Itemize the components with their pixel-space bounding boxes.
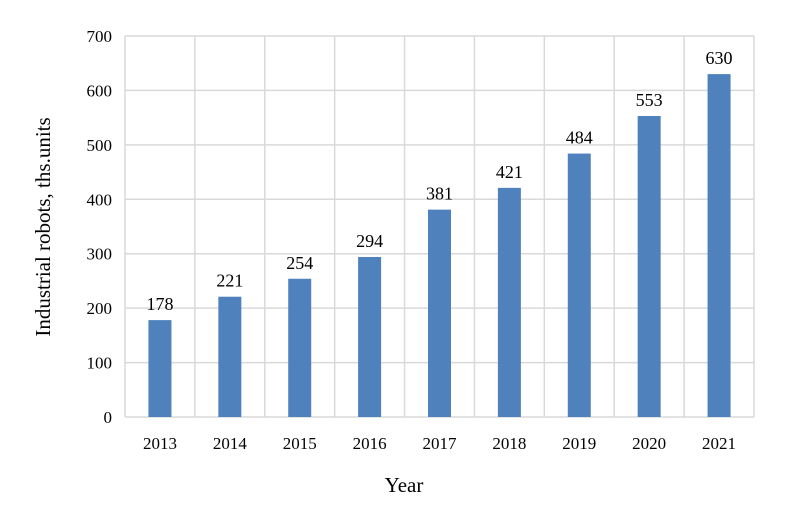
x-tick-label: 2018 bbox=[492, 434, 526, 453]
x-tick-label: 2019 bbox=[562, 434, 596, 453]
data-label-2016: 294 bbox=[356, 231, 383, 251]
bars bbox=[148, 74, 731, 417]
x-tick-label: 2020 bbox=[632, 434, 666, 453]
bar-2020 bbox=[637, 116, 661, 417]
y-tick-label: 700 bbox=[87, 27, 113, 46]
bar-2018 bbox=[497, 187, 521, 417]
bar-2016 bbox=[358, 256, 382, 417]
y-axis-label: Industrial robots, ths.units bbox=[31, 117, 55, 336]
x-tick-label: 2014 bbox=[213, 434, 248, 453]
data-label-2017: 381 bbox=[426, 184, 453, 204]
data-label-2019: 484 bbox=[566, 128, 593, 148]
data-label-2020: 553 bbox=[636, 90, 663, 110]
bar-2015 bbox=[288, 278, 312, 417]
data-label-2014: 221 bbox=[216, 271, 243, 291]
data-label-2013: 178 bbox=[146, 294, 173, 314]
data-label-2021: 630 bbox=[706, 48, 733, 68]
data-labels: 178 221 254 294 381 421 484 553 630 bbox=[146, 48, 732, 314]
x-tick-label: 2013 bbox=[143, 434, 177, 453]
y-tick-label: 100 bbox=[87, 354, 113, 373]
x-tick-label: 2015 bbox=[283, 434, 317, 453]
y-tick-label: 600 bbox=[87, 81, 113, 100]
y-tick-label: 400 bbox=[87, 190, 113, 209]
gridlines bbox=[124, 35, 755, 418]
bar-2019 bbox=[567, 153, 591, 417]
bar-2017 bbox=[428, 209, 451, 417]
data-label-2018: 421 bbox=[496, 162, 523, 182]
x-tick-label: 2017 bbox=[423, 434, 458, 453]
data-label-2015: 254 bbox=[286, 253, 313, 273]
x-axis-ticks: 2013 2014 2015 2016 2017 2018 2019 2020 2021 bbox=[143, 434, 736, 453]
y-axis-ticks: 0 100 200 300 400 500 600 700 bbox=[87, 27, 113, 427]
x-tick-label: 2021 bbox=[702, 434, 736, 453]
y-tick-label: 200 bbox=[87, 299, 113, 318]
x-axis-label: Year bbox=[385, 473, 424, 497]
y-tick-label: 300 bbox=[87, 245, 113, 264]
bar-2013 bbox=[148, 320, 172, 417]
y-tick-label: 500 bbox=[87, 136, 113, 155]
y-tick-label: 0 bbox=[104, 408, 113, 427]
bar-2014 bbox=[218, 296, 242, 417]
x-tick-label: 2016 bbox=[353, 434, 387, 453]
bar-2021 bbox=[707, 74, 731, 417]
